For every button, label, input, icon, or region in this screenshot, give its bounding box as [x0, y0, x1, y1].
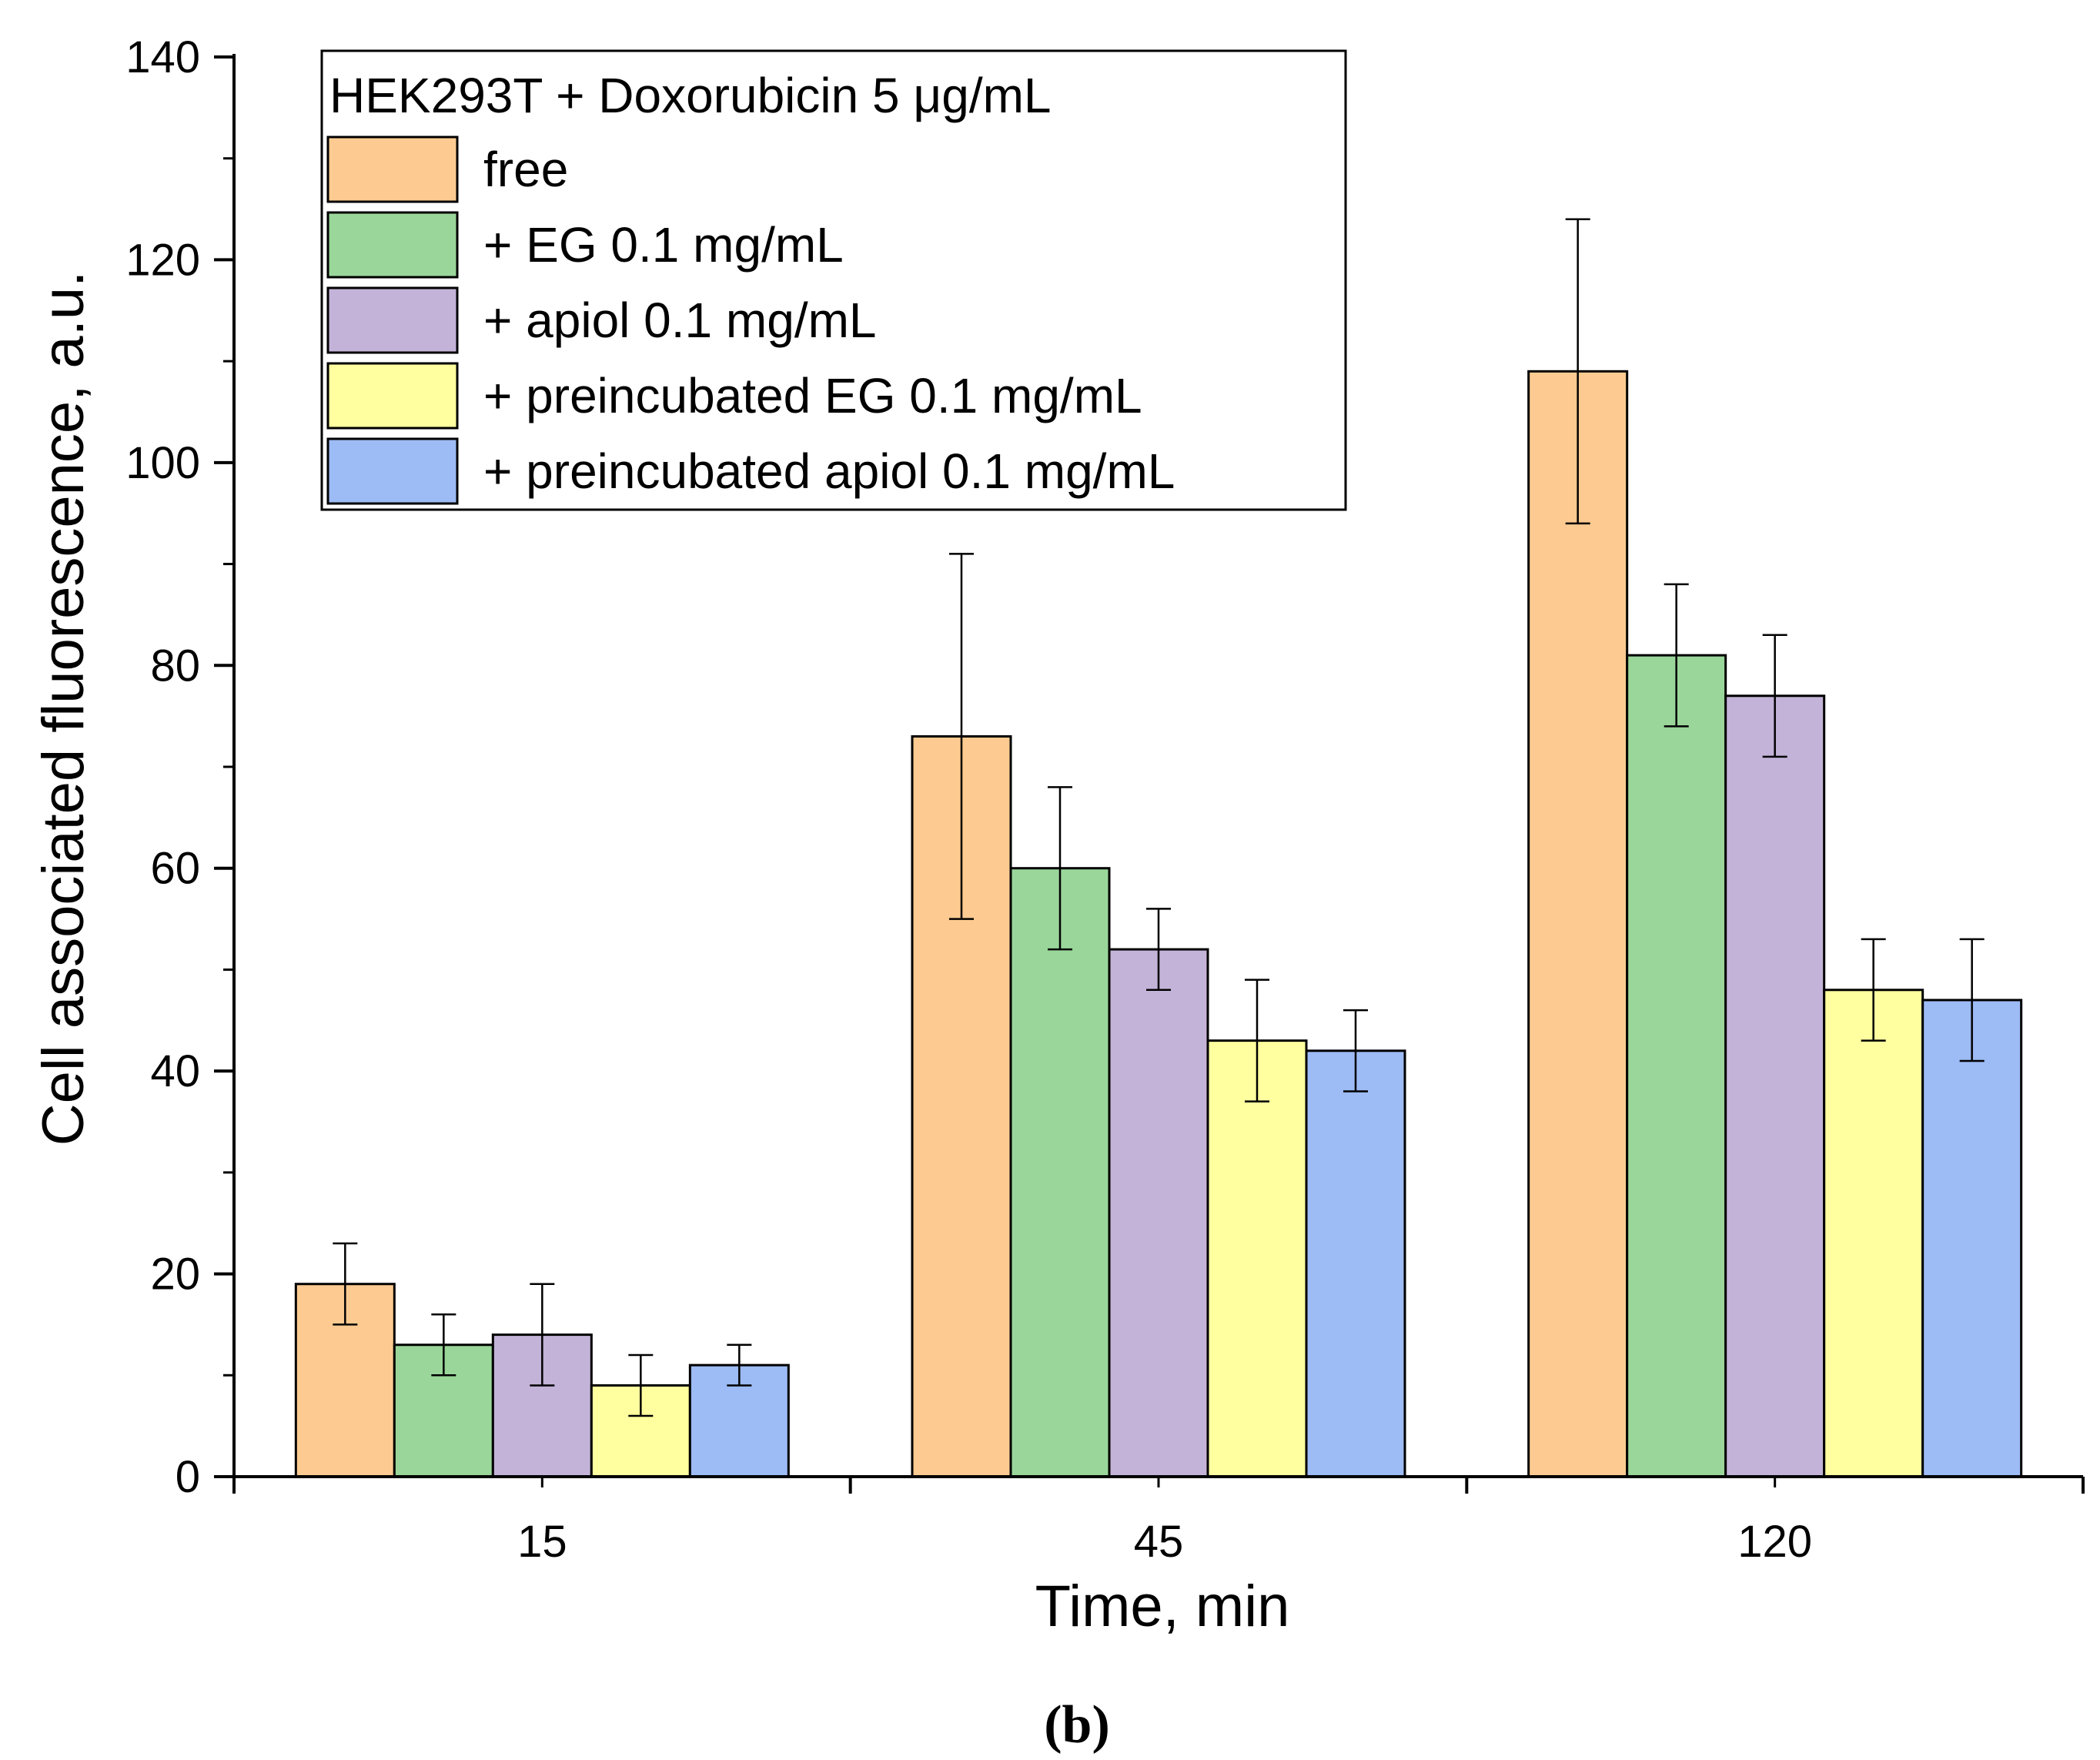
y-tick-label: 40	[150, 1046, 200, 1096]
bar-45-series-1	[1009, 867, 1111, 1478]
legend-label-2: + apiol 0.1 mg/mL	[483, 293, 877, 348]
x-tick-label-45: 45	[1134, 1517, 1184, 1567]
legend-swatch-0	[326, 136, 459, 203]
legend-label-3: + preincubated EG 0.1 mg/mL	[483, 368, 1142, 423]
bar-120-series-3	[1823, 989, 1924, 1478]
x-tick-label-15: 15	[517, 1517, 567, 1567]
y-tick-label: 60	[150, 844, 200, 894]
legend: HEK293T + Doxorubicin 5 μg/mL free + EG 0.…	[320, 49, 1347, 511]
x-axis-title: Time, min	[1035, 1574, 1290, 1639]
legend-title: HEK293T + Doxorubicin 5 μg/mL	[329, 68, 1052, 123]
y-tick-label: 120	[125, 235, 200, 285]
legend-box	[320, 49, 1347, 511]
y-axis-title: Cell associated fluorescence, a.u.	[31, 271, 96, 1146]
axes-layer: 0 20 40 60 80 100 120 140 15 45 120	[125, 32, 2085, 1567]
bar-120-series-2	[1724, 694, 1826, 1478]
legend-swatch-3	[326, 362, 459, 430]
y-tick-label: 20	[150, 1250, 200, 1300]
y-tick-label: 0	[176, 1452, 200, 1502]
bar-120-series-4	[1921, 999, 2023, 1478]
legend-swatch-4	[326, 437, 459, 505]
legend-label-1: + EG 0.1 mg/mL	[483, 217, 844, 273]
legend-label-4: + preincubated apiol 0.1 mg/mL	[483, 443, 1175, 499]
legend-swatch-2	[326, 286, 459, 354]
bar-120-series-1	[1626, 654, 1727, 1478]
bar-45-series-2	[1108, 948, 1209, 1478]
legend-label-0: free	[483, 142, 568, 197]
y-tick-label: 80	[150, 641, 200, 691]
panel-label: (b)	[1044, 1695, 1110, 1755]
y-tick-label: 140	[125, 32, 200, 82]
y-tick-label: 100	[125, 438, 200, 488]
bar-45-series-3	[1206, 1039, 1308, 1478]
error-bars-layer	[333, 218, 1985, 1417]
bar-45-series-4	[1305, 1049, 1406, 1478]
legend-swatch-1	[326, 211, 459, 279]
x-tick-label-120: 120	[1737, 1517, 1812, 1567]
bar-120-series-0	[1527, 370, 1629, 1478]
